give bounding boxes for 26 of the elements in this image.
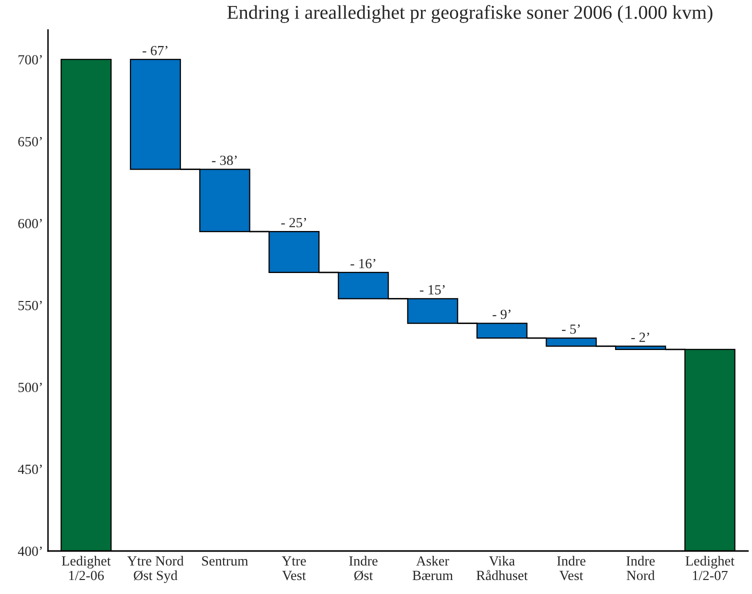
x-tick-label: Ledighet 1/2-06: [62, 556, 111, 580]
y-tick-label: 500’: [18, 382, 42, 392]
data-label: - 38’: [212, 156, 237, 166]
y-tick-label: 700’: [18, 55, 42, 64]
y-tick-label: 600’: [18, 218, 42, 228]
x-tick-label: Vika Rådhuset: [476, 556, 528, 580]
x-tick-label: Indre Vest: [557, 556, 586, 580]
data-label: - 9’: [492, 310, 510, 320]
y-tick-label: 650’: [18, 136, 42, 146]
x-tick-label: Indre Nord: [626, 556, 655, 580]
x-tick-label: Indre Øst: [349, 556, 378, 580]
data-label: - 2’: [631, 332, 650, 342]
data-label: - 25’: [281, 218, 306, 228]
x-tick-label: Sentrum: [202, 556, 248, 566]
x-tick-label: Ledighet 1/2-07: [686, 556, 734, 580]
chart-title: Endring i arealledighet pr geografiske soner 2006 (1.000 kvm): [227, 5, 712, 23]
y-tick-label: 550’: [18, 300, 42, 310]
y-tick-label: 400’: [18, 546, 42, 556]
y-tick-label: 450’: [18, 464, 42, 474]
data-label: - 67’: [142, 46, 168, 56]
data-label: - 5’: [562, 324, 580, 334]
x-tick-label: Asker Bærum: [412, 556, 453, 580]
data-label: - 16’: [350, 258, 376, 268]
x-tick-label: Ytre Vest: [282, 556, 306, 580]
data-label: - 15’: [420, 285, 445, 294]
x-tick-label: Ytre Nord Øst Syd: [127, 556, 184, 584]
